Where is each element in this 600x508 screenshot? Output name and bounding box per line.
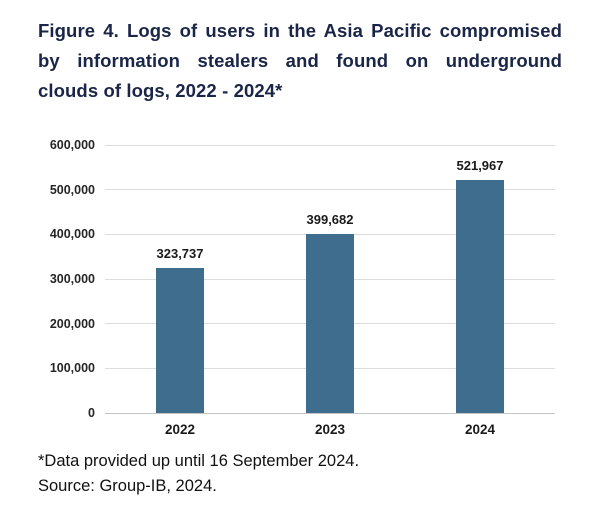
gridline	[105, 412, 555, 414]
bar-value-label: 521,967	[456, 157, 504, 173]
footnote-data-note: *Data provided up until 16 September 202…	[38, 452, 360, 470]
bar-2023	[306, 234, 354, 413]
figure-title: Figure 4. Logs of users in the Asia Paci…	[38, 16, 562, 106]
gridline	[105, 233, 555, 235]
x-axis-tick-label: 2023	[314, 422, 346, 437]
figure-title-line-2: by information stealers and found on und…	[38, 50, 562, 71]
y-axis-tick-label: 100,000	[49, 361, 95, 376]
gridline	[105, 144, 555, 146]
y-axis-tick-label: 600,000	[49, 138, 95, 152]
gridline	[105, 189, 555, 191]
x-axis-tick-label: 2022	[164, 422, 196, 437]
figure-title-line-1: Figure 4. Logs of users in the Asia Paci…	[38, 20, 562, 41]
y-axis-tick-label: 200,000	[49, 316, 95, 331]
y-axis: 0 100,000 200,000 300,000 400,000 500,000 600,…	[40, 138, 95, 420]
y-axis-tick-label: 300,000	[49, 272, 95, 286]
y-axis-tick-label: 500,000	[49, 182, 95, 197]
bar-2022	[156, 268, 204, 413]
bar-chart: 0 100,000 200,000 300,000 400,000 500,000 600,…	[40, 138, 570, 445]
bar-2024	[456, 179, 504, 413]
bar-value-label: 399,682	[306, 212, 354, 228]
y-axis-tick-label: 0	[88, 406, 95, 420]
bar-value-label: 323,737	[156, 246, 204, 262]
plot-area: 323,737 399,682 521,967	[105, 144, 555, 414]
y-axis-tick-label: 400,000	[49, 227, 95, 242]
x-axis-tick-label: 2024	[464, 422, 496, 437]
footnote-source: Source: Group-IB, 2024.	[38, 477, 217, 495]
footnotes: *Data provided up until 16 September 202…	[38, 449, 359, 499]
figure-title-line-3: clouds of logs, 2022 - 2024*	[38, 80, 283, 101]
